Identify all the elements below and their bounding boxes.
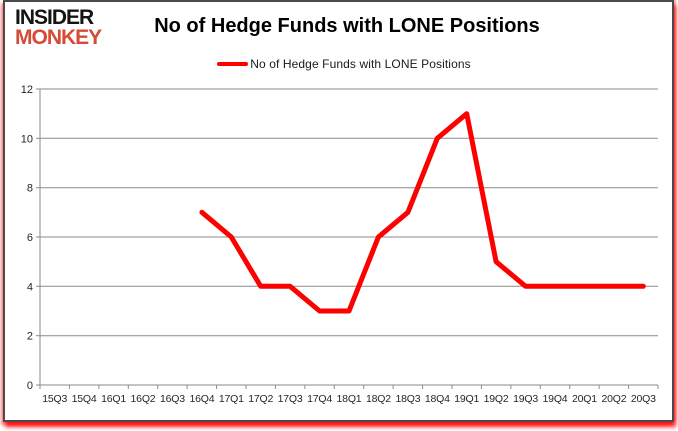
- x-tick-label: 20Q2: [601, 393, 626, 405]
- chart-title: No of Hedge Funds with LONE Positions: [154, 15, 540, 37]
- y-tick-label: 12: [21, 84, 33, 96]
- x-tick-label: 17Q4: [307, 393, 332, 405]
- x-tick-label: 18Q3: [395, 393, 420, 405]
- x-tick-label: 19Q2: [484, 393, 509, 405]
- series-line: [199, 111, 646, 314]
- x-tick-label: 20Q1: [572, 393, 597, 405]
- legend-line-swatch: [217, 62, 249, 66]
- logo-monkey-text: MONKEY: [15, 26, 102, 49]
- x-tick-label: 19Q4: [543, 393, 568, 405]
- x-tick-label: 17Q3: [278, 393, 303, 405]
- x-tick-label: 16Q1: [101, 393, 126, 405]
- y-tick-label: 8: [27, 183, 33, 195]
- x-tick-label: 16Q3: [160, 393, 185, 405]
- y-tick-label: 2: [27, 331, 33, 343]
- x-tick-label: 16Q2: [131, 393, 156, 405]
- x-tick-label: 19Q1: [454, 393, 479, 405]
- x-tick-label: 18Q2: [366, 393, 391, 405]
- x-tick-label: 20Q3: [631, 393, 656, 405]
- x-tick-label: 19Q3: [513, 393, 538, 405]
- y-tick-label: 10: [21, 133, 33, 145]
- y-tick-label: 4: [27, 281, 33, 293]
- y-tick-label: 6: [27, 232, 33, 244]
- legend: No of Hedge Funds with LONE Positions: [5, 57, 678, 71]
- logo-insider-text: INSIDER: [15, 6, 94, 29]
- insider-monkey-logo: INSIDER MONKEY: [15, 6, 102, 49]
- legend-label: No of Hedge Funds with LONE Positions: [250, 57, 471, 71]
- x-tick-label: 17Q1: [219, 393, 244, 405]
- x-tick-label: 15Q4: [72, 393, 97, 405]
- x-tick-label: 18Q4: [425, 393, 450, 405]
- x-tick-label: 16Q4: [189, 393, 214, 405]
- x-tick-label: 15Q3: [42, 393, 67, 405]
- y-tick-label: 0: [27, 380, 33, 392]
- x-tick-label: 18Q1: [337, 393, 362, 405]
- x-tick-label: 17Q2: [248, 393, 273, 405]
